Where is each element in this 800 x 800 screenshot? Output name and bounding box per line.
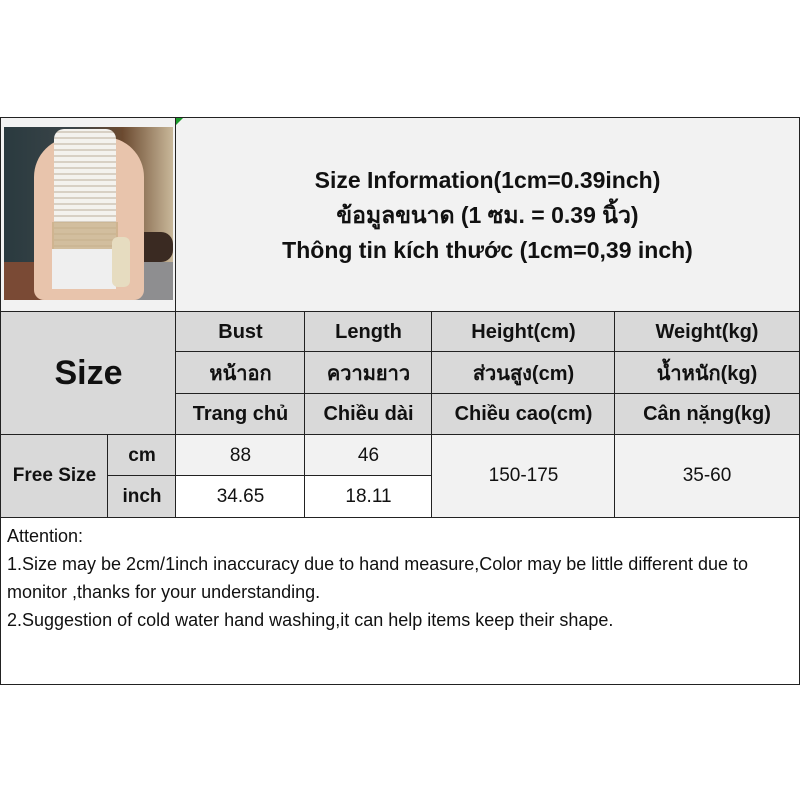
length-en: Length [304,311,433,353]
bust-cm-value: 88 [175,434,306,477]
height-vi: Chiều cao(cm) [431,393,616,436]
bust-inch-value: 34.65 [175,475,306,518]
attention-notes: Attention: 1.Size may be 2cm/1inch inacc… [0,517,800,685]
attention-heading: Attention: [7,526,84,546]
height-value: 150-175 [431,434,616,518]
comment-marker-icon [176,118,183,125]
length-vi: Chiều dài [304,393,433,436]
length-cm-value: 46 [304,434,433,477]
bust-en: Bust [175,311,306,353]
attention-note-2: 2.Suggestion of cold water hand washing,… [7,610,614,630]
title-vi: Thông tin kích thước (1cm=0,39 inch) [282,236,693,263]
height-th: ส่วนสูง(cm) [431,351,616,395]
free-size-label: Free Size [0,434,109,518]
attention-note-1: 1.Size may be 2cm/1inch inaccuracy due t… [7,554,749,602]
title-th: ข้อมูลขนาด (1 ซม. = 0.39 นิ้ว) [336,201,639,228]
title-en: Size Information(1cm=0.39inch) [314,166,661,193]
weight-value: 35-60 [614,434,800,518]
weight-th: น้ำหนัก(kg) [614,351,800,395]
product-photo [4,127,173,300]
unit-inch: inch [107,475,177,518]
height-en: Height(cm) [431,311,616,353]
weight-en: Weight(kg) [614,311,800,353]
length-inch-value: 18.11 [304,475,433,518]
weight-vi: Cân nặng(kg) [614,393,800,436]
size-header: Size [0,311,177,436]
length-th: ความยาว [304,351,433,395]
unit-cm: cm [107,434,177,477]
bust-vi: Trang chủ [175,393,306,436]
title-cell: Size Information(1cm=0.39inch) ข้อมูลขนา… [175,117,800,313]
bust-th: หน้าอก [175,351,306,395]
